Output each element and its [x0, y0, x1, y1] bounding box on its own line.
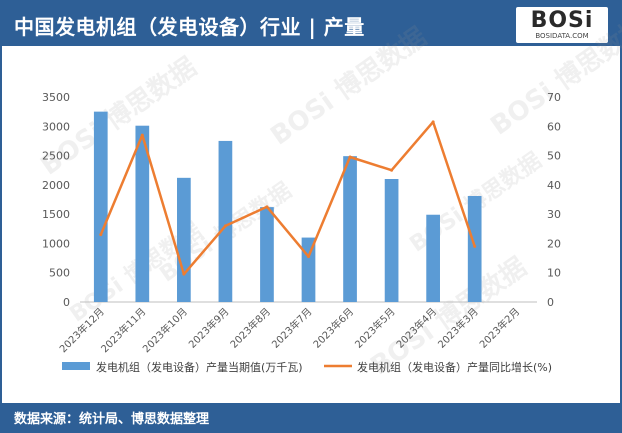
y-right-tick-label: 10: [547, 267, 561, 280]
bar: [260, 207, 274, 302]
logo-subtext: BOSIDATA.COM: [535, 32, 589, 40]
legend-bar-label: 发电机组（发电设备）产量当期值(万千瓦): [96, 360, 303, 374]
brand-logo: BOSi BOSIDATA.COM: [516, 7, 608, 43]
bar: [177, 177, 191, 302]
line-point: [182, 272, 186, 276]
y-right-tick-label: 70: [547, 91, 561, 104]
bar: [93, 111, 108, 303]
combo-chart: 0 500 1000 1500 2000 2500 3000 3500 0 10 20 30 40 50 6…: [42, 91, 561, 374]
x-tick-label: 2023年7月: [269, 305, 315, 351]
line-point: [431, 120, 435, 124]
x-tick-label: 2023年6月: [310, 305, 356, 351]
legend-line-label: 发电机组（发电设备）产量同比增长(%): [357, 360, 552, 374]
y-left-tick-label: 2500: [42, 150, 70, 163]
y-left-tick-label: 1000: [42, 237, 70, 250]
y-left-tick-label: 500: [49, 267, 70, 280]
y-left-tick-label: 1500: [42, 208, 70, 221]
x-tick-label: 2023年8月: [227, 305, 273, 351]
x-tick-label: 2023年2月: [477, 305, 523, 351]
line-point: [390, 168, 394, 172]
y-left-tick-label: 0: [63, 296, 70, 309]
bar: [135, 125, 150, 302]
legend-bar-swatch: [62, 362, 90, 370]
y-left-tick-label: 3000: [42, 120, 70, 133]
y-right-tick-label: 20: [547, 237, 561, 250]
page-title: 中国发电机组（发电设备）行业 | 产量: [14, 15, 365, 39]
data-source: 数据来源：统计局、博思数据整理: [14, 412, 210, 427]
line-point: [348, 155, 352, 159]
line-point: [473, 244, 477, 248]
line-point: [223, 224, 227, 228]
y-right-tick-label: 60: [547, 120, 561, 133]
line-point: [140, 133, 144, 137]
y-right-tick-label: 30: [547, 208, 561, 221]
x-tick-label: 2023年9月: [186, 305, 232, 351]
logo-text: BOSi: [530, 8, 594, 33]
line-point: [265, 205, 269, 209]
growth-line: [99, 120, 476, 276]
y-right-tick-label: 40: [547, 179, 561, 192]
x-tick-label: 2023年4月: [393, 305, 439, 351]
source-bar: 数据来源：统计局、博思数据整理: [2, 403, 620, 431]
bar: [218, 140, 233, 302]
y-right-tick-label: 0: [547, 296, 554, 309]
bar: [467, 195, 482, 302]
bar: [384, 179, 399, 302]
bar: [426, 214, 440, 302]
x-tick-label: 2023年5月: [352, 305, 398, 351]
bar: [343, 156, 357, 302]
title-bar: 中国发电机组（发电设备）行业 | 产量 BOSi BOSIDATA.COM: [2, 2, 620, 46]
y-left-tick-label: 3500: [42, 91, 70, 104]
line-point: [307, 255, 310, 259]
y-right-tick-label: 50: [547, 150, 561, 163]
x-tick-label: 2023年10月: [140, 305, 190, 355]
y-left-tick-label: 2000: [42, 179, 70, 192]
x-tick-label: 2023年3月: [435, 305, 481, 351]
line-point: [99, 233, 103, 237]
